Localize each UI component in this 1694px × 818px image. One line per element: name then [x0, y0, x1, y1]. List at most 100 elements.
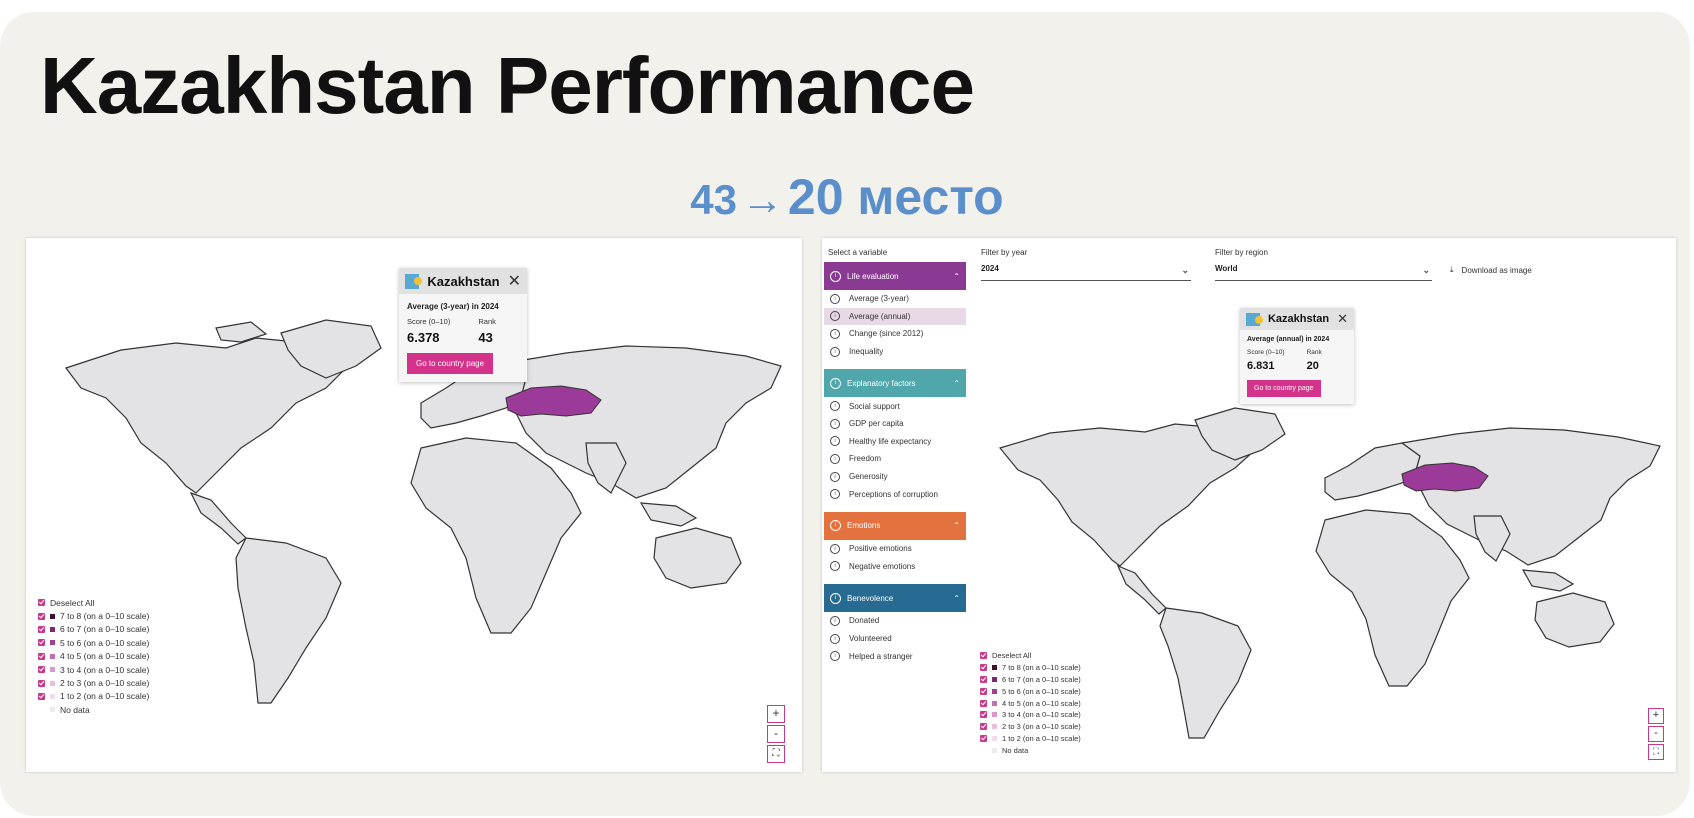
- checkbox-icon[interactable]: [38, 612, 45, 620]
- page-title: Kazakhstan Performance: [40, 41, 975, 130]
- kazakhstan-flag-icon: [1246, 312, 1263, 326]
- checkbox-icon[interactable]: [38, 679, 45, 687]
- info-icon: i: [830, 471, 840, 482]
- checkbox-icon[interactable]: [980, 699, 987, 707]
- go-to-country-button[interactable]: Go to country page: [407, 353, 494, 374]
- go-to-country-button[interactable]: Go to country page: [1247, 380, 1321, 397]
- legend-item[interactable]: 1 to 2 (on a 0–10 scale): [38, 690, 149, 703]
- checkbox-icon[interactable]: [980, 675, 987, 683]
- fullscreen-button[interactable]: ⛶: [1648, 744, 1664, 760]
- kazakhstan-region: [1401, 462, 1489, 492]
- variable-item[interactable]: i Inequality: [824, 343, 966, 361]
- checkbox-icon[interactable]: [38, 599, 45, 607]
- legend-item[interactable]: 1 to 2 (on a 0–10 scale): [980, 733, 1081, 745]
- info-icon: i: [830, 311, 840, 322]
- variable-item[interactable]: i Negative emotions: [824, 558, 966, 576]
- checkbox-icon[interactable]: [38, 652, 45, 660]
- variable-item[interactable]: i Generosity: [824, 468, 966, 486]
- rank-value: 43: [478, 330, 493, 345]
- info-icon: i: [830, 418, 840, 429]
- group-emotions: i Emotions ⌃ i Positive emotions i Negativ…: [824, 511, 966, 576]
- legend-item[interactable]: 6 to 7 (on a 0–10 scale): [980, 674, 1081, 686]
- variable-item[interactable]: i Healthy life expectancy: [824, 433, 966, 451]
- zoom-out-button[interactable]: -: [767, 725, 785, 743]
- checkbox-icon[interactable]: [38, 666, 45, 674]
- region-select[interactable]: World ⌄: [1215, 264, 1432, 281]
- filter-region-label: Filter by region: [1215, 248, 1268, 257]
- legend-deselect-all[interactable]: Deselect All: [980, 650, 1081, 662]
- variable-item[interactable]: i Social support: [824, 397, 966, 415]
- zoom-in-button[interactable]: +: [767, 705, 785, 723]
- country-tooltip: Kazakhstan ✕ Average (annual) in 2024 Sc…: [1240, 308, 1354, 404]
- variable-item[interactable]: i Average (3-year): [824, 290, 966, 308]
- info-icon: i: [830, 270, 841, 282]
- legend-item[interactable]: 2 to 3 (on a 0–10 scale): [980, 721, 1081, 733]
- north-america: [65, 332, 368, 494]
- checkbox-icon[interactable]: [980, 723, 987, 731]
- chevron-up-icon: ⌃: [953, 378, 960, 388]
- variable-item[interactable]: i Donated: [824, 612, 966, 630]
- map-legend: Deselect All 7 to 8 (on a 0–10 scale) 6 …: [980, 650, 1081, 756]
- world-map[interactable]: [970, 328, 1676, 748]
- variable-item[interactable]: i Volunteered: [824, 630, 966, 648]
- fullscreen-button[interactable]: ⛶: [767, 745, 785, 763]
- checkbox-icon[interactable]: [38, 639, 45, 647]
- group-header[interactable]: i Life evaluation ⌃: [824, 262, 966, 290]
- group-explanatory-factors: i Explanatory factors ⌃ i Social support …: [824, 369, 966, 503]
- tooltip-header: Kazakhstan ✕: [399, 268, 527, 294]
- filter-year-label: Filter by year: [981, 248, 1028, 257]
- zoom-out-button[interactable]: -: [1648, 726, 1664, 742]
- checkbox-icon[interactable]: [38, 692, 45, 700]
- checkbox-icon[interactable]: [980, 687, 987, 695]
- checkbox-icon[interactable]: [980, 652, 987, 660]
- variable-item[interactable]: i Positive emotions: [824, 540, 966, 558]
- chevron-up-icon: ⌃: [953, 521, 960, 531]
- legend-item[interactable]: 3 to 4 (on a 0–10 scale): [38, 663, 149, 676]
- legend-item[interactable]: 5 to 6 (on a 0–10 scale): [980, 685, 1081, 697]
- country-tooltip: Kazakhstan ✕ Average (3-year) in 2024 Sc…: [399, 268, 527, 382]
- info-icon: i: [830, 633, 840, 644]
- checkbox-icon[interactable]: [980, 734, 987, 742]
- chevron-down-icon: ⌄: [1422, 265, 1430, 275]
- year-select[interactable]: 2024 ⌄: [981, 264, 1191, 281]
- variable-item-selected[interactable]: i Average (annual): [824, 307, 966, 326]
- close-icon[interactable]: ✕: [507, 273, 521, 290]
- close-icon[interactable]: ✕: [1337, 311, 1348, 326]
- checkbox-icon[interactable]: [980, 664, 987, 672]
- variable-item[interactable]: i Perceptions of corruption: [824, 485, 966, 503]
- legend-item[interactable]: 4 to 5 (on a 0–10 scale): [980, 697, 1081, 709]
- variable-item[interactable]: i GDP per capita: [824, 415, 966, 433]
- zoom-in-button[interactable]: +: [1648, 708, 1664, 724]
- info-icon: i: [830, 543, 840, 554]
- world-map[interactable]: [26, 238, 802, 772]
- download-image-button[interactable]: ⤓ Download as image: [1450, 265, 1532, 275]
- rank-change-subtitle: 43 → 20 место: [0, 168, 1694, 226]
- legend-deselect-all[interactable]: Deselect All: [38, 596, 149, 609]
- variable-item[interactable]: i Freedom: [824, 450, 966, 468]
- variable-item[interactable]: i Helped a stranger: [824, 647, 966, 665]
- variable-item[interactable]: i Change (since 2012): [824, 325, 966, 343]
- legend-item[interactable]: 5 to 6 (on a 0–10 scale): [38, 636, 149, 649]
- legend-item[interactable]: 6 to 7 (on a 0–10 scale): [38, 623, 149, 636]
- group-header[interactable]: i Benevolence ⌃: [824, 584, 966, 613]
- info-icon: i: [830, 346, 840, 357]
- info-icon: i: [830, 401, 840, 412]
- legend-item[interactable]: 3 to 4 (on a 0–10 scale): [980, 709, 1081, 721]
- group-header[interactable]: i Explanatory factors ⌃: [824, 369, 966, 398]
- legend-item[interactable]: 7 to 8 (on a 0–10 scale): [980, 662, 1081, 674]
- select-variable-label: Select a variable: [828, 248, 888, 257]
- chevron-up-icon: ⌃: [953, 271, 960, 281]
- legend-item[interactable]: 4 to 5 (on a 0–10 scale): [38, 650, 149, 663]
- legend-item[interactable]: 7 to 8 (on a 0–10 scale): [38, 609, 149, 622]
- download-icon: ⤓: [1450, 265, 1454, 274]
- legend-item[interactable]: 2 to 3 (on a 0–10 scale): [38, 676, 149, 689]
- tooltip-country-name: Kazakhstan: [1267, 313, 1330, 325]
- checkbox-icon[interactable]: [38, 625, 45, 633]
- group-header[interactable]: i Emotions ⌃: [824, 511, 966, 540]
- info-icon: i: [830, 489, 840, 500]
- info-icon: i: [830, 328, 840, 339]
- screenshot-annual-map: Select a variable Filter by year 2024 ⌄ …: [822, 238, 1676, 772]
- info-icon: i: [830, 377, 841, 389]
- checkbox-icon[interactable]: [980, 711, 987, 719]
